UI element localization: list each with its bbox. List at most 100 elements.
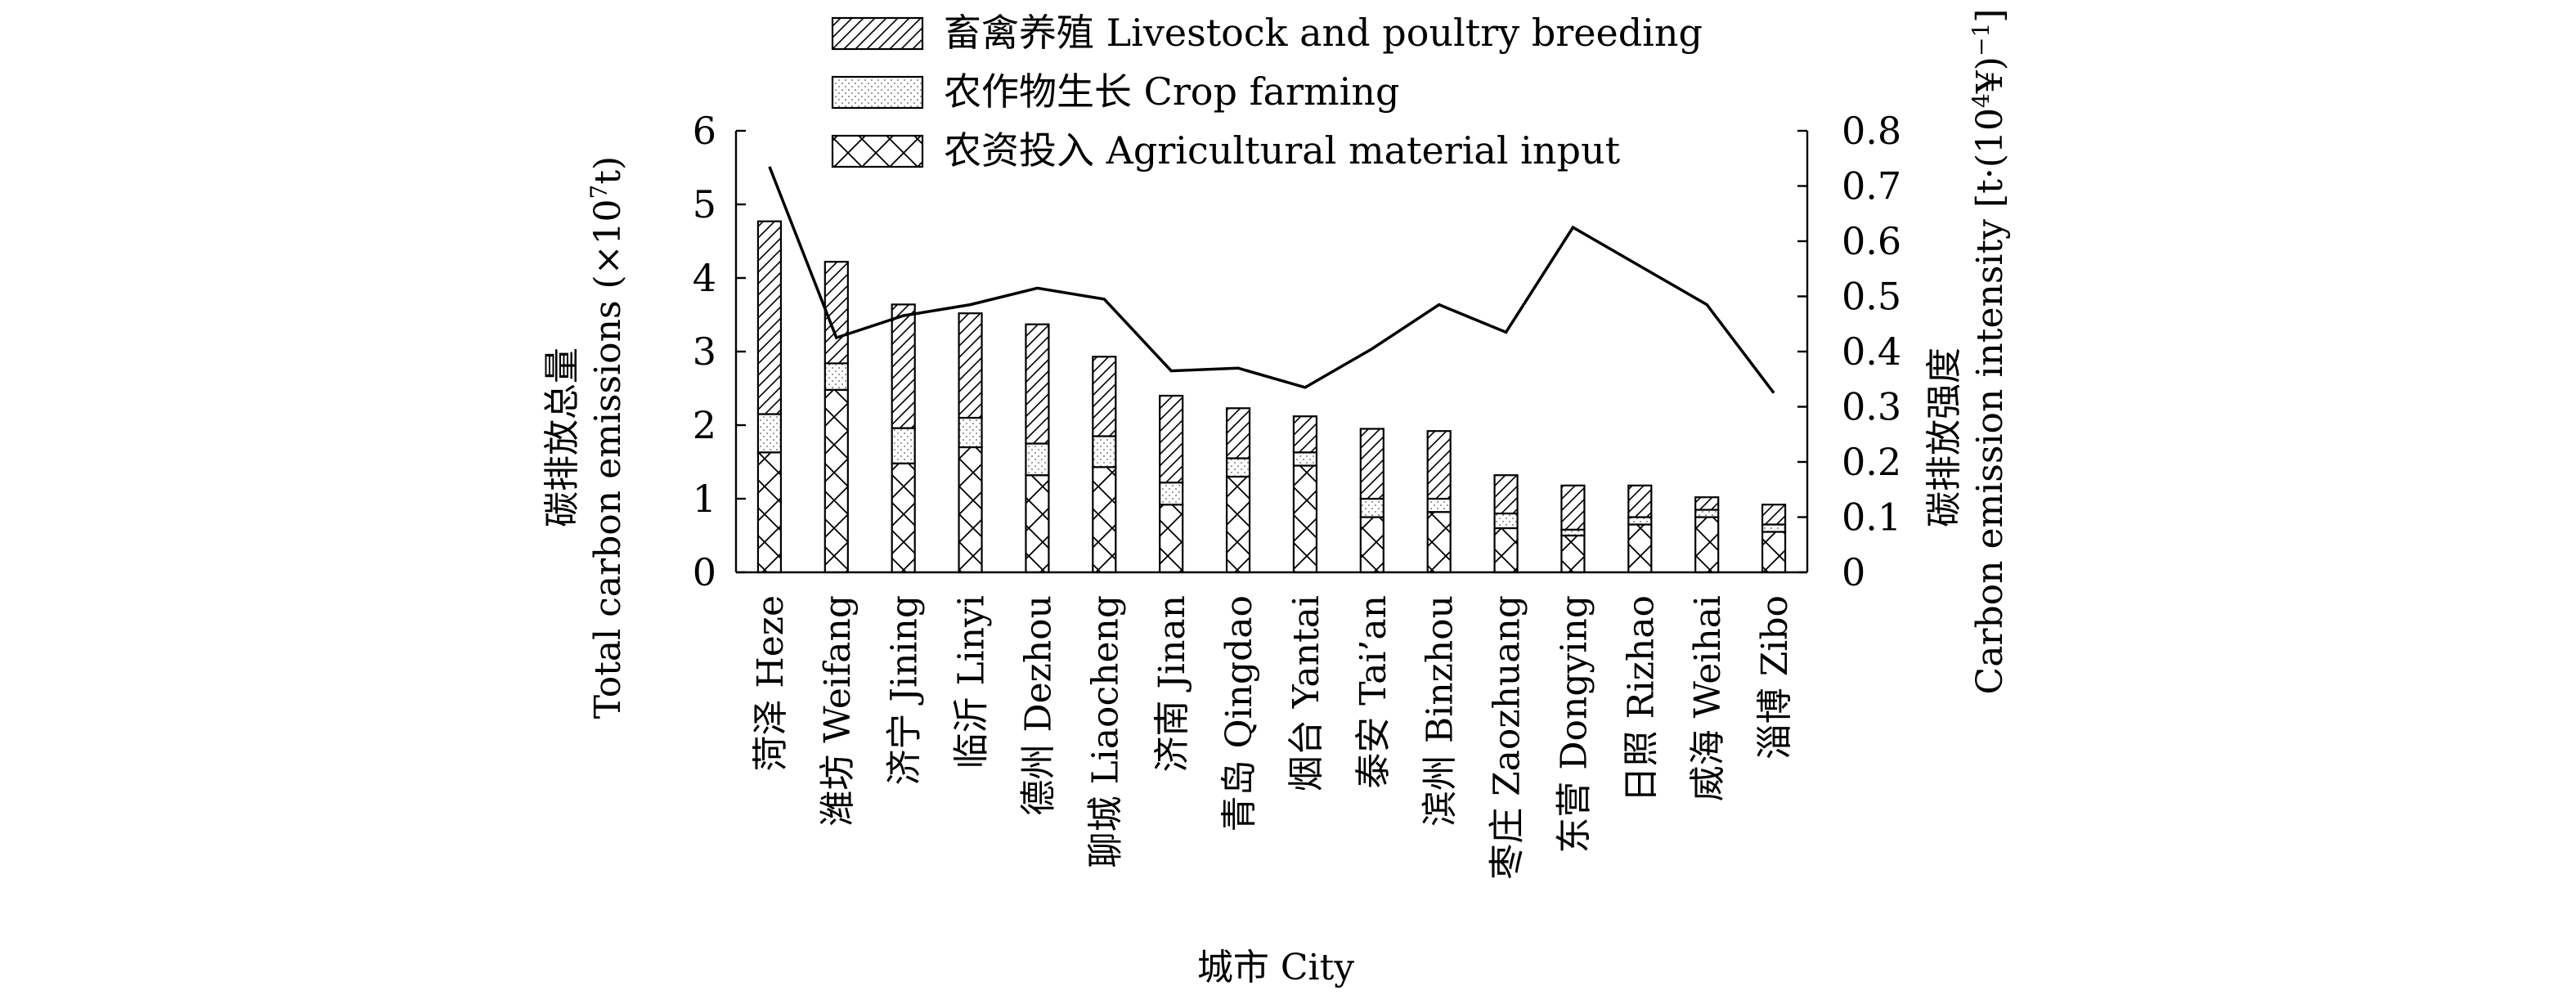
bar-segment-cross-hatch — [1159, 504, 1184, 574]
bar-segment-dots — [891, 427, 916, 464]
y2-axis-title-en-part1: Carbon emission intensity [t·(10 — [1969, 108, 2011, 694]
category-label: 威海 Weihai — [1687, 595, 1729, 801]
bar-segment-diagonal — [1092, 356, 1117, 437]
y-axis-title-en: Total carbon emissions (×107t) — [586, 156, 630, 719]
y2-axis-title-en-part3: ] — [1969, 9, 2011, 23]
category-label: 淄博 Zibo — [1754, 595, 1796, 760]
y2-tick-label: 0.1 — [1842, 495, 1901, 540]
bar-segment-diagonal — [1025, 323, 1050, 445]
bar-segment-cross-hatch — [1292, 464, 1318, 574]
bar-segment-dots — [1694, 509, 1720, 518]
bar-segment-cross-hatch — [1092, 466, 1117, 574]
legend-label: 畜禽养殖 Livestock and poultry breeding — [944, 11, 1703, 55]
y2-tick-label: 0.5 — [1842, 275, 1901, 319]
bar-segment-dots — [1159, 482, 1184, 506]
y2-axis-title-en-part2: ¥) — [1969, 56, 2011, 94]
y-tick-label: 1 — [693, 477, 716, 521]
bar-segment-diagonal — [1560, 484, 1586, 531]
category-label: 东营 Dongying — [1553, 595, 1595, 854]
bar-segment-diagonal — [1426, 430, 1452, 500]
intensity-line-group — [768, 166, 1775, 394]
bar-segment-cross-hatch — [958, 446, 983, 574]
legend-swatch-dots — [831, 75, 924, 110]
legend: 畜禽养殖 Livestock and poultry breeding 农作物生长… — [831, 11, 1703, 173]
bar-segment-cross-hatch — [1359, 516, 1384, 574]
bar-segment-cross-hatch — [1493, 527, 1519, 574]
category-label: 济南 Jinan — [1151, 595, 1193, 773]
bar-segment-diagonal — [1694, 496, 1720, 511]
y2-axis-title-en: Carbon emission intensity [t·(104¥)−1] — [1968, 9, 2012, 695]
legend-swatch-diagonal — [831, 16, 924, 51]
bar-segment-diagonal — [824, 261, 849, 365]
bar-segment-cross-hatch — [824, 388, 849, 574]
category-label: 临沂 Linyi — [951, 595, 993, 769]
bar-segment-diagonal — [756, 220, 783, 415]
bar-segment-dots — [756, 413, 783, 454]
y-tick-label: 5 — [693, 182, 716, 226]
axes-group: 0 1 2 3 4 5 6 0 0.1 0.2 0.3 0.4 0.5 0.6 0.7 0.8 — [693, 109, 1901, 594]
bar-segment-dots — [1092, 435, 1117, 468]
y-axis-title-cn: 碳排放总量 — [541, 347, 583, 527]
category-label: 青岛 Qingdao — [1218, 595, 1260, 832]
y2-axis-title-en-exponent2: −1 — [1968, 23, 1995, 56]
bar-segment-dots — [824, 362, 849, 391]
bar-segment-dots — [1359, 497, 1384, 518]
category-label: 烟台 Yantai — [1286, 595, 1327, 791]
bar-segment-cross-hatch — [1025, 474, 1050, 574]
y2-tick-label: 0 — [1842, 550, 1865, 594]
category-labels: 菏泽 Heze 潍坊 Weifang 济宁 Jining 临沂 Linyi 德州 Dez… — [750, 595, 1796, 880]
bar-segment-cross-hatch — [756, 451, 783, 574]
category-label: 泰安 Tai’an — [1353, 595, 1394, 789]
y2-tick-label: 0.4 — [1842, 329, 1901, 374]
y2-tick-label: 0.7 — [1842, 164, 1901, 208]
bar-segment-dots — [958, 416, 983, 449]
bar-segment-dots — [1426, 497, 1452, 513]
bar-segment-cross-hatch — [1694, 516, 1720, 574]
legend-label: 农作物生长 Crop farming — [944, 69, 1399, 114]
bar-segment-diagonal — [891, 303, 916, 429]
bars-group — [756, 220, 1787, 574]
x-axis-title: 城市 City — [1197, 947, 1354, 988]
y-tick-label: 4 — [693, 256, 716, 300]
bar-segment-diagonal — [1225, 407, 1251, 459]
bar-segment-cross-hatch — [1426, 511, 1452, 574]
bar-segment-diagonal — [1292, 415, 1318, 454]
bar-segment-dots — [1025, 442, 1050, 477]
bar-segment-diagonal — [1359, 428, 1384, 500]
bar-segment-cross-hatch — [1761, 531, 1787, 574]
category-label: 菏泽 Heze — [750, 595, 792, 772]
legend-swatch-cross-hatch — [831, 134, 924, 168]
y-tick-label: 0 — [693, 550, 716, 594]
y2-tick-label: 0.8 — [1842, 109, 1901, 153]
bar-segment-dots — [1292, 451, 1318, 467]
category-label: 潍坊 Weifang — [817, 595, 859, 827]
y2-tick-label: 0.6 — [1842, 219, 1901, 263]
legend-label: 农资投入 Agricultural material input — [944, 128, 1621, 173]
category-label: 济宁 Jining — [884, 595, 926, 786]
y-tick-label: 2 — [693, 403, 716, 447]
bar-segment-cross-hatch — [891, 462, 916, 574]
y2-tick-label: 0.3 — [1842, 385, 1901, 429]
bar-segment-cross-hatch — [1225, 475, 1251, 574]
y-axis-title-en-part1: Total carbon emissions (×10 — [587, 199, 629, 719]
bar-segment-dots — [1225, 457, 1251, 478]
category-label: 滨州 Binzhou — [1420, 595, 1461, 827]
category-label: 日照 Rizhao — [1620, 595, 1662, 802]
y-tick-label: 3 — [693, 329, 716, 374]
bar-segment-diagonal — [1493, 474, 1519, 515]
bar-segment-diagonal — [1761, 504, 1787, 526]
category-label: 聊城 Liaocheng — [1084, 595, 1126, 868]
y2-tick-label: 0.2 — [1842, 440, 1901, 484]
y2-axis-title-cn: 碳排放强度 — [1923, 347, 1965, 527]
bar-segment-dots — [1493, 512, 1519, 530]
category-label: 德州 Dezhou — [1017, 595, 1059, 816]
bar-segment-dots — [1761, 523, 1787, 533]
bar-segment-cross-hatch — [1560, 534, 1586, 574]
category-label: 枣庄 Zaozhuang — [1487, 595, 1528, 880]
y-axis-title-en-part2: t) — [587, 156, 629, 185]
y-tick-label: 6 — [693, 109, 716, 153]
bar-segment-diagonal — [958, 312, 983, 419]
y-axis-title-en-exponent: 7 — [586, 185, 613, 199]
